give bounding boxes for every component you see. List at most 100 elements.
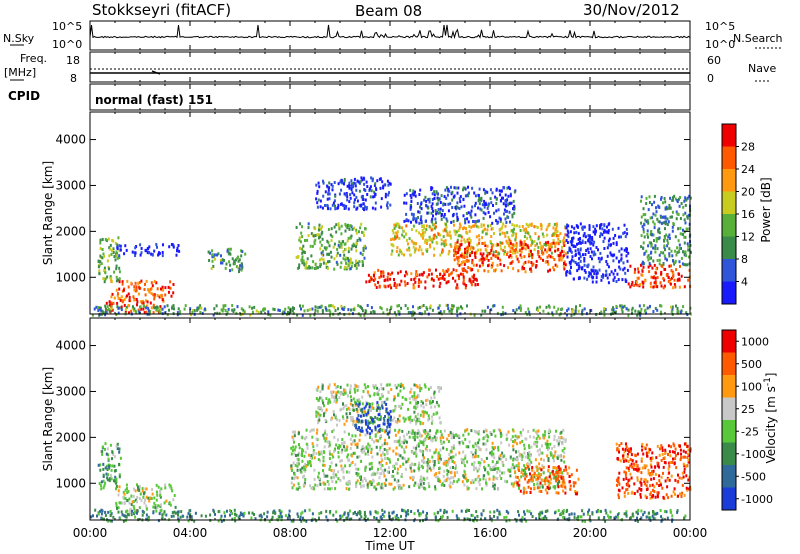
echo-cell (389, 422, 392, 426)
echo-cell (99, 241, 102, 245)
echo-cell (540, 244, 543, 248)
echo-cell (535, 437, 538, 441)
echo-cell (294, 463, 297, 467)
echo-cell (308, 453, 310, 457)
echo-cell (474, 201, 477, 205)
echo-cell (323, 404, 325, 408)
echo-cell (413, 410, 416, 414)
echo-cell (98, 269, 101, 273)
echo-cell (547, 269, 550, 273)
echo-cell (157, 485, 160, 489)
echo-cell (618, 260, 620, 264)
echo-cell (379, 417, 382, 421)
echo-cell (451, 198, 454, 202)
echo-cell (310, 254, 313, 258)
echo-cell (344, 388, 347, 392)
echo-cell (115, 267, 118, 271)
echo-cell (620, 257, 623, 261)
echo-cell (626, 455, 629, 458)
echo-cell (445, 463, 448, 467)
echo-cell (355, 207, 358, 211)
echo-cell (435, 190, 438, 194)
echo-cell (418, 221, 421, 225)
echo-cell (453, 471, 456, 475)
echo-cell (679, 232, 682, 236)
echo-cell (540, 478, 543, 482)
echo-cell (291, 306, 294, 310)
echo-cell (369, 432, 372, 436)
echo-cell (651, 483, 654, 487)
echo-cell (516, 435, 519, 439)
echo-cell (357, 398, 360, 402)
echo-cell (552, 472, 555, 476)
echo-cell (338, 391, 341, 395)
echo-cell (471, 275, 474, 279)
echo-cell (515, 235, 517, 239)
echo-cell (464, 428, 467, 432)
echo-cell (118, 297, 121, 301)
echo-cell (584, 235, 587, 239)
echo-cell (324, 190, 327, 194)
echo-cell (341, 181, 344, 185)
echo-cell (595, 246, 598, 249)
echo-cell (690, 196, 692, 200)
echo-cell (130, 494, 133, 498)
echo-cell (524, 247, 527, 251)
echo-cell (176, 249, 178, 253)
echo-cell (492, 250, 495, 254)
echo-cell (548, 435, 551, 439)
echo-cell (617, 448, 620, 452)
echo-cell (397, 383, 400, 387)
echo-cell (456, 251, 459, 255)
echo-cell (479, 461, 482, 465)
echo-cell (462, 280, 465, 284)
echo-cell (390, 482, 393, 486)
echo-cell (616, 447, 619, 450)
echo-cell (204, 307, 206, 311)
echo-cell (136, 483, 138, 487)
echo-cell (656, 285, 659, 289)
echo-cell (367, 411, 370, 415)
echo-cell (671, 215, 673, 219)
echo-cell (492, 452, 495, 456)
echo-cell (433, 197, 436, 200)
echo-cell (514, 237, 517, 241)
echo-cell (478, 241, 481, 245)
echo-cell (335, 443, 338, 447)
echo-cell (197, 307, 200, 311)
echo-cell (625, 466, 628, 470)
echo-cell (358, 475, 361, 479)
echo-cell (157, 504, 160, 508)
echo-cell (562, 428, 565, 432)
echo-cell (648, 195, 651, 199)
echo-cell (556, 224, 559, 228)
echo-cell (466, 460, 469, 464)
echo-cell (385, 407, 388, 411)
echo-cell (548, 430, 550, 433)
echo-cell (343, 430, 346, 434)
echo-cell (592, 269, 595, 273)
echo-cell (159, 492, 162, 495)
echo-cell (123, 288, 125, 292)
echo-cell (320, 304, 323, 308)
echo-cell (386, 470, 389, 474)
echo-cell (393, 226, 396, 230)
echo-cell (677, 452, 679, 456)
echo-cell (309, 484, 312, 488)
echo-cell (655, 210, 658, 214)
echo-cell (461, 306, 464, 310)
echo-cell (418, 245, 421, 249)
echo-cell (442, 446, 445, 450)
echo-cell (399, 464, 402, 468)
echo-cell (584, 241, 587, 245)
echo-cell (455, 269, 458, 273)
echo-cell (396, 420, 399, 424)
echo-cell (447, 280, 450, 284)
echo-cell (334, 204, 336, 208)
echo-cell (368, 280, 371, 284)
echo-cell (397, 452, 400, 456)
echo-cell (316, 484, 319, 488)
echo-cell (516, 250, 519, 254)
echo-cell (433, 405, 436, 409)
